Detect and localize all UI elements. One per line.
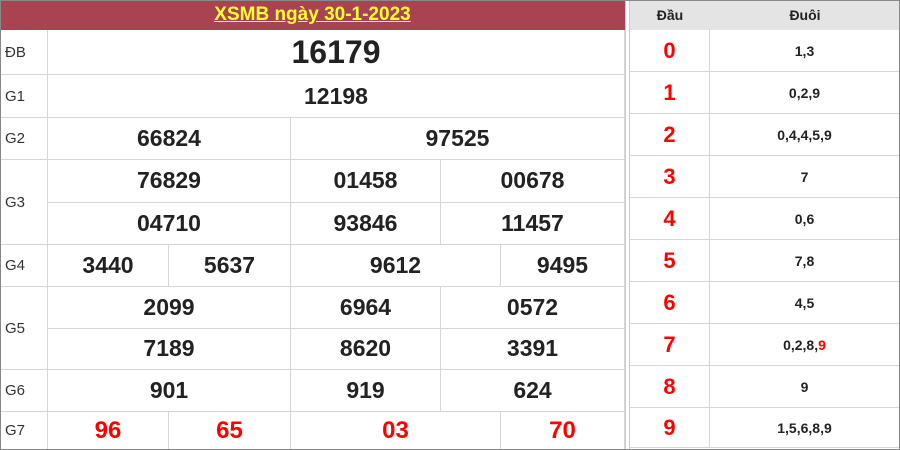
duoi-highlight: 9 — [818, 336, 826, 353]
prize-number: 00678 — [441, 160, 625, 203]
duoi-values: 0,2,9 — [788, 84, 821, 101]
prize-number: 16179 — [48, 30, 625, 75]
prize-number: 9495 — [501, 245, 625, 287]
prize-number: 01458 — [291, 160, 441, 203]
duoi-values: 0,4,4,5,9 — [777, 126, 832, 143]
loto-dau: 9 — [630, 408, 710, 448]
prize-number: 3440 — [48, 245, 169, 287]
loto-header: Đầu Đuôi — [630, 0, 900, 30]
loto-dau: 1 — [630, 72, 710, 114]
prize-number: 2099 — [48, 287, 291, 329]
prize-label: G3 — [0, 160, 48, 245]
loto-dau: 2 — [630, 114, 710, 156]
duoi-values: 7 — [800, 168, 809, 185]
prize-number: 9612 — [291, 245, 501, 287]
results-title[interactable]: XSMB ngày 30-1-2023 — [214, 4, 411, 25]
duoi-values: 7,8 — [794, 252, 815, 269]
prize-number: 901 — [48, 370, 291, 412]
prize-number: 04710 — [48, 202, 291, 245]
loto-dau: 0 — [630, 30, 710, 72]
prize-number: 3391 — [441, 328, 625, 370]
results-title-bar: XSMB ngày 30-1-2023 — [0, 0, 625, 30]
duoi-values: 1,5,6,8,9 — [777, 419, 832, 436]
header-duoi: Đuôi — [789, 7, 821, 23]
prize-number: 12198 — [48, 75, 625, 118]
loto-dau: 4 — [630, 198, 710, 240]
duoi-values: 0,6 — [794, 210, 815, 227]
prize-number: 97525 — [291, 118, 625, 160]
prize-number: 5637 — [169, 245, 291, 287]
prize-label: G6 — [0, 370, 48, 412]
loto-dau: 6 — [630, 282, 710, 324]
prize-label: G2 — [0, 118, 48, 160]
prize-number: 66824 — [48, 118, 291, 160]
duoi-values: 4,5 — [794, 294, 815, 311]
loto-dau: 7 — [630, 324, 710, 366]
prize-number: 0572 — [441, 287, 625, 329]
duoi-values: 1,3 — [794, 42, 815, 59]
prize-number: 11457 — [441, 202, 625, 245]
prize-label: G4 — [0, 245, 48, 287]
prize-number: 919 — [291, 370, 441, 412]
prize-label: ĐB — [0, 30, 48, 75]
header-dau: Đầu — [656, 7, 684, 23]
table-separator — [625, 0, 630, 450]
prize-label: G1 — [0, 75, 48, 118]
loto-dau: 3 — [630, 156, 710, 198]
loto-dau: 8 — [630, 366, 710, 408]
prize-number: 624 — [441, 370, 625, 412]
prize-number: 7189 — [48, 328, 291, 370]
prize-number: 93846 — [291, 202, 441, 245]
prize-number: 76829 — [48, 160, 291, 203]
prize-label: G5 — [0, 287, 48, 370]
loto-dau: 5 — [630, 240, 710, 282]
duoi-values: 9 — [800, 378, 809, 395]
prize-number: 8620 — [291, 328, 441, 370]
duoi-values: 0,2,8, — [783, 336, 819, 353]
prize-number: 6964 — [291, 287, 441, 329]
